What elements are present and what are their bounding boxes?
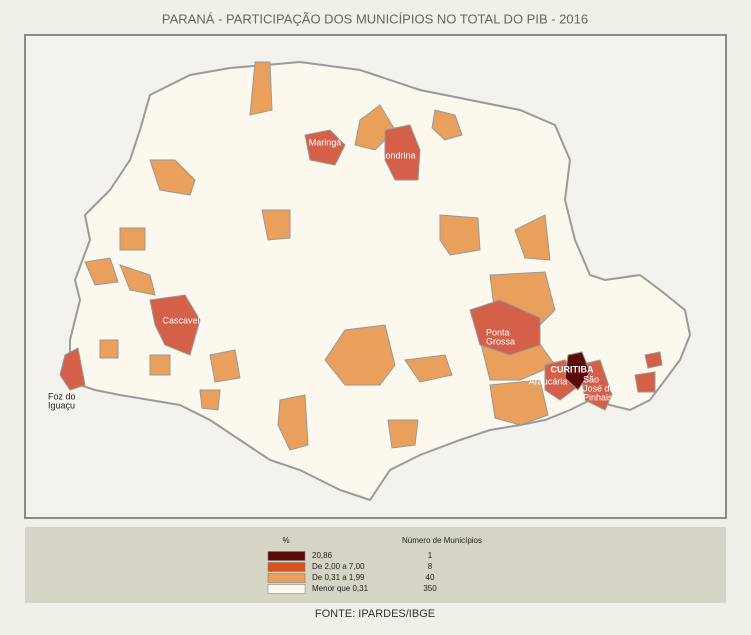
legend-label: Menor que 0,31 <box>312 584 369 593</box>
high-municipalities <box>59 124 663 411</box>
legend-label: De 0,31 a 1,99 <box>312 573 365 582</box>
region <box>489 379 549 426</box>
region <box>261 209 291 241</box>
legend-count: 40 <box>426 573 435 582</box>
legend-count: 1 <box>428 551 433 560</box>
region <box>431 109 463 141</box>
title: PARANÁ - PARTICIPAÇÃO DOS MUNICÍPIOS NO … <box>162 11 588 26</box>
legend-count: 8 <box>428 562 433 571</box>
legend: % Número de Municípios 20,86 1 De 2,00 a 7,0… <box>267 536 482 594</box>
region <box>277 394 309 451</box>
legend-box <box>25 527 726 603</box>
legend-header: % <box>282 536 289 545</box>
legend-swatch <box>267 562 306 572</box>
region <box>149 159 196 196</box>
city-label: José dos <box>583 383 620 393</box>
legend-swatch <box>267 551 306 561</box>
city-label: Grossa <box>486 336 515 346</box>
city-label: Maringá <box>309 137 342 147</box>
legend-label: 20,86 <box>312 551 333 560</box>
region <box>199 389 221 411</box>
region <box>119 264 156 296</box>
region <box>149 354 171 376</box>
region <box>149 294 201 356</box>
city-label: Foz do <box>48 391 76 401</box>
city-label: Araucária <box>529 376 568 386</box>
city-label: Ponta <box>486 327 510 337</box>
region <box>209 349 241 383</box>
legend-count: 350 <box>423 584 437 593</box>
legend-header: Número de Municípios <box>402 536 482 545</box>
city-label: Cascavel <box>162 315 199 325</box>
region <box>324 324 396 386</box>
city-label: São <box>583 374 599 384</box>
region <box>249 61 273 116</box>
capital-municipality <box>564 351 591 391</box>
medium-municipalities <box>84 61 556 451</box>
region <box>514 214 551 261</box>
region <box>387 419 419 449</box>
region <box>304 129 346 166</box>
legend-swatch <box>267 584 306 594</box>
region <box>469 299 541 356</box>
city-label: CURITIBA <box>551 364 594 374</box>
region <box>404 354 453 383</box>
source: FONTE: IPARDES/IBGE <box>315 608 435 620</box>
region <box>634 371 656 393</box>
region <box>119 227 146 251</box>
legend-label: De 2,00 a 7,00 <box>312 562 365 571</box>
city-label: Iguaçu <box>48 400 75 410</box>
city-label: Londrina <box>380 150 415 160</box>
region <box>439 214 481 256</box>
region <box>99 339 119 359</box>
city-label: Pinhais <box>583 392 613 402</box>
legend-swatch <box>267 573 306 583</box>
region <box>84 257 119 286</box>
region <box>59 347 86 391</box>
region <box>644 351 663 369</box>
region <box>384 124 421 181</box>
region <box>544 359 581 401</box>
